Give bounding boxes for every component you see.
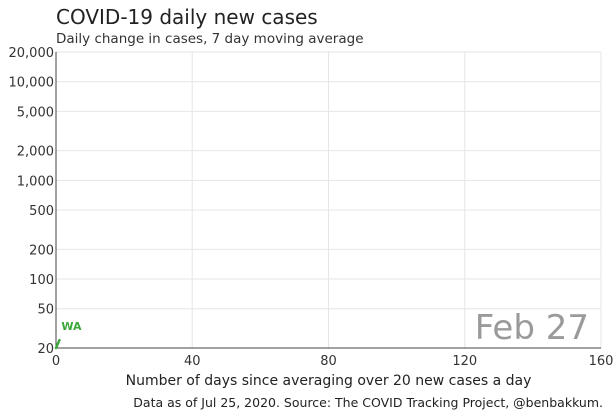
y-tick-label: 1,000 (17, 174, 54, 189)
x-tick-label: 160 (589, 354, 614, 369)
x-tick-label: 120 (452, 354, 477, 369)
axes (55, 52, 601, 349)
y-tick-label: 100 (29, 273, 54, 288)
y-tick-label: 20 (37, 342, 54, 357)
source-note: Data as of Jul 25, 2020. Source: The COV… (133, 395, 603, 410)
y-tick-label: 500 (29, 204, 54, 219)
y-tick-label: 50 (37, 303, 54, 318)
y-tick-label: 10,000 (9, 76, 55, 91)
y-tick-label: 5,000 (17, 105, 54, 120)
x-axis-label: Number of days since averaging over 20 n… (125, 373, 532, 389)
date-label: Feb 27 (475, 308, 589, 348)
y-tick-labels: 20 50 100 200 500 1,000 2,000 5,000 10,000 20,000 (9, 46, 55, 357)
x-tick-labels: 0 40 80 120 160 (52, 354, 614, 369)
y-tick-label: 2,000 (17, 145, 54, 160)
x-tick-label: 0 (52, 354, 60, 369)
series-layer: WA (54, 320, 82, 350)
series-label: WA (61, 320, 82, 333)
y-tick-label: 200 (29, 243, 54, 258)
chart-subtitle: Daily change in cases, 7 day moving aver… (56, 31, 364, 47)
y-tick-label: 20,000 (9, 46, 55, 61)
grid (56, 51, 602, 349)
chart-title: COVID-19 daily new cases (56, 5, 318, 29)
x-tick-label: 40 (184, 354, 201, 369)
x-tick-label: 80 (320, 354, 337, 369)
series-line (54, 338, 61, 350)
